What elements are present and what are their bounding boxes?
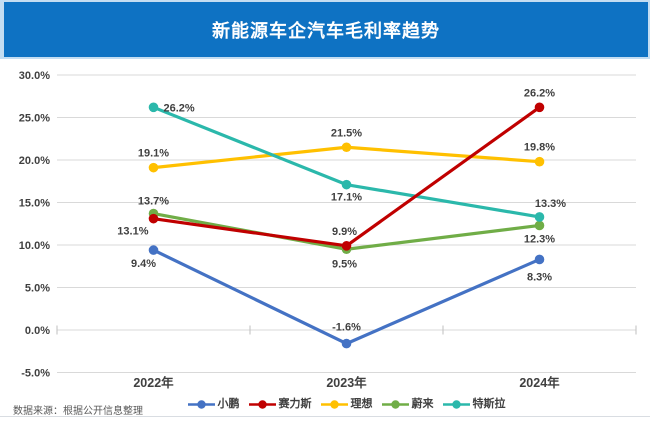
series-point bbox=[148, 162, 159, 173]
data-label: 9.4% bbox=[131, 258, 156, 270]
series-point bbox=[534, 156, 545, 167]
legend-marker-icon bbox=[320, 399, 348, 409]
data-label: -1.6% bbox=[332, 322, 361, 334]
legend-item-4: 特斯拉 bbox=[442, 397, 506, 410]
series-point bbox=[341, 338, 352, 349]
data-label: 13.1% bbox=[117, 226, 148, 238]
data-label: 17.1% bbox=[331, 192, 362, 204]
data-label: 13.3% bbox=[535, 198, 566, 210]
data-label: 8.3% bbox=[527, 271, 552, 283]
legend-marker-icon bbox=[187, 399, 215, 409]
series-point bbox=[534, 102, 545, 113]
x-axis-category-label: 2023年 bbox=[326, 375, 367, 390]
y-axis-tick-label: 30.0% bbox=[19, 70, 50, 82]
data-source-note: 数据来源：根据公开信息整理 bbox=[13, 406, 143, 417]
series-point bbox=[341, 142, 352, 153]
y-axis-tick-label: -5.0% bbox=[21, 368, 50, 380]
page-title: 新能源车企汽车毛利率趋势 bbox=[212, 20, 440, 41]
legend-item-0: 小鹏 bbox=[187, 397, 240, 410]
data-label: 13.7% bbox=[138, 196, 169, 208]
legend-item-3: 蔚来 bbox=[381, 397, 434, 410]
data-label: 9.9% bbox=[332, 226, 357, 238]
x-axis-category-label: 2022年 bbox=[133, 375, 174, 390]
legend-marker-icon bbox=[381, 399, 409, 409]
legend-label: 理想 bbox=[350, 397, 373, 410]
x-axis-category-label: 2024年 bbox=[519, 375, 560, 390]
legend-item-2: 理想 bbox=[320, 397, 373, 410]
legend-label: 蔚来 bbox=[411, 397, 434, 410]
data-label: 26.2% bbox=[524, 87, 555, 99]
data-label: 19.8% bbox=[524, 142, 555, 154]
series-point bbox=[341, 179, 352, 190]
series-point bbox=[148, 102, 159, 113]
y-axis-tick-label: 25.0% bbox=[19, 113, 50, 125]
y-axis-tick-label: 15.0% bbox=[19, 198, 50, 210]
series-point bbox=[341, 241, 352, 251]
bottom-divider bbox=[0, 416, 650, 417]
y-axis-tick-label: 0.0% bbox=[25, 325, 50, 337]
y-axis-tick-label: 5.0% bbox=[25, 283, 50, 295]
data-label: 12.3% bbox=[524, 233, 555, 245]
y-axis-tick-label: 20.0% bbox=[19, 155, 50, 167]
y-axis-tick-label: 10.0% bbox=[19, 240, 50, 252]
chart-legend: 小鹏 赛力斯 理想 蔚来 特斯拉 bbox=[57, 396, 636, 412]
legend-label: 小鹏 bbox=[217, 397, 240, 410]
legend-label: 赛力斯 bbox=[278, 397, 312, 410]
series-point bbox=[534, 212, 545, 222]
title-bar: 新能源车企汽车毛利率趋势 bbox=[4, 2, 648, 57]
data-label: 26.2% bbox=[164, 102, 195, 114]
data-label: 19.1% bbox=[138, 148, 169, 160]
legend-label: 特斯拉 bbox=[472, 397, 506, 410]
data-label: 9.5% bbox=[332, 258, 357, 270]
series-point bbox=[148, 213, 159, 224]
data-label: 21.5% bbox=[331, 127, 362, 139]
series-point bbox=[534, 254, 545, 265]
series-point bbox=[534, 220, 545, 231]
legend-marker-icon bbox=[248, 399, 276, 409]
legend-item-1: 赛力斯 bbox=[248, 397, 312, 410]
series-point bbox=[148, 245, 159, 255]
chart-panel: 30.0% 25.0% 20.0% 15.0% 10.0% 5.0% 0.0% -5.0% 20… bbox=[0, 59, 650, 422]
legend-marker-icon bbox=[442, 399, 470, 409]
